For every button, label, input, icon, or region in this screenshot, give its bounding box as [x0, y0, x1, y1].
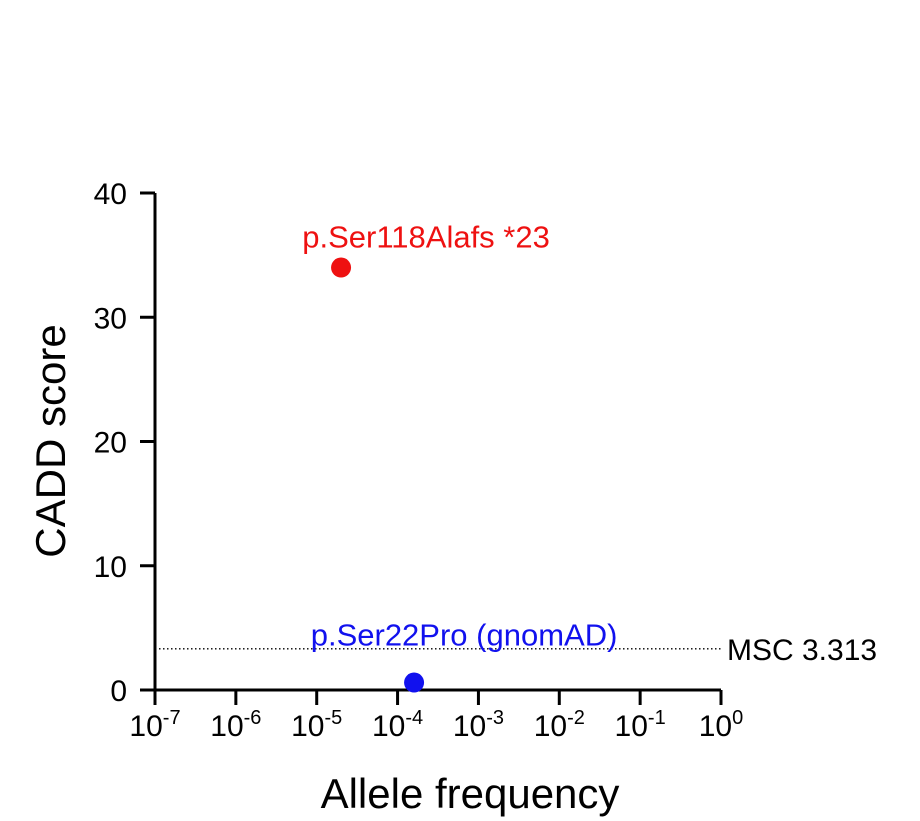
- data-point: [404, 672, 425, 693]
- x-tick-label: 10-2: [534, 707, 585, 743]
- x-tick-label: 100: [699, 707, 744, 743]
- axes: 0 10 20 30 40 10-7 10-6 10-5 10-4 10-3 10-2 10-1 100: [94, 178, 744, 743]
- reference-line-group: MSC 3.313: [155, 634, 877, 667]
- data-point: [331, 257, 352, 278]
- x-tick-label: 10-4: [372, 707, 423, 743]
- x-axis-title: Allele frequency: [321, 770, 620, 817]
- data-points: p.Ser118Alafs *23 p.Ser22Pro (gnomAD): [302, 220, 617, 693]
- point-label: p.Ser22Pro (gnomAD): [311, 618, 618, 653]
- y-tick-label: 0: [110, 675, 127, 708]
- x-tick-label: 10-6: [210, 707, 261, 743]
- reference-line-label: MSC 3.313: [727, 634, 877, 667]
- x-tick-label: 10-5: [291, 707, 342, 743]
- y-tick-label: 20: [94, 427, 127, 460]
- y-tick-label: 10: [94, 551, 127, 584]
- y-tick-label: 30: [94, 302, 127, 335]
- x-tick-label: 10-1: [615, 707, 666, 743]
- y-tick-label: 40: [94, 178, 127, 211]
- x-tick-label: 10-3: [453, 707, 504, 743]
- y-axis-title: CADD score: [27, 324, 74, 557]
- point-label: p.Ser118Alafs *23: [302, 220, 550, 255]
- x-tick-label: 10-7: [129, 707, 180, 743]
